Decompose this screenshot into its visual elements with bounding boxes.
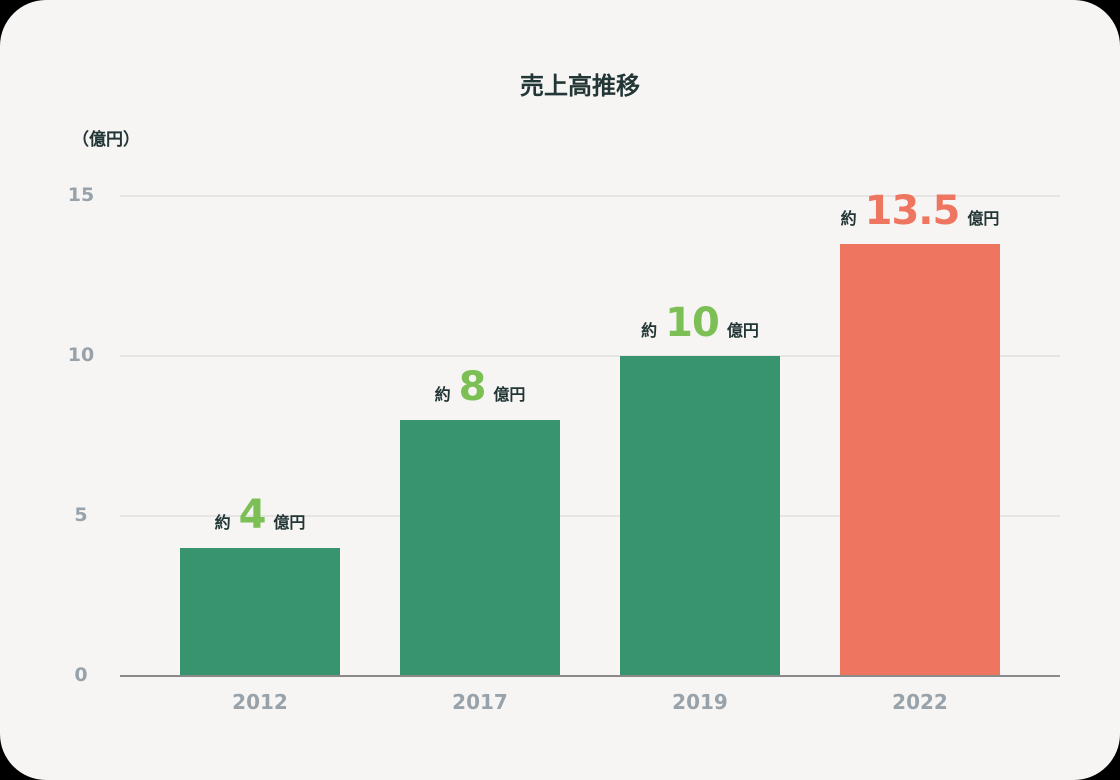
label-suffix: 億円 [493,385,526,404]
gridline-10 [120,355,1060,357]
label-suffix: 億円 [967,209,1000,228]
y-tick-5: 5 [74,504,88,526]
bar-label-2019: 約 10 億円 [590,300,810,346]
label-suffix: 億円 [273,513,306,532]
bar-label-2017: 約 8 億円 [370,364,590,410]
label-value: 4 [238,492,267,538]
x-tick-2019: 2019 [672,690,728,714]
label-value: 10 [665,300,720,346]
x-tick-2012: 2012 [232,690,288,714]
bar-label-2012: 約 4 億円 [150,492,370,538]
label-prefix: 約 [840,209,857,228]
y-tick-0: 0 [74,664,88,686]
label-value: 13.5 [864,188,961,234]
bar-label-2022: 約 13.5 億円 [810,188,1030,234]
gridline-15 [120,195,1060,197]
label-prefix: 約 [434,385,451,404]
x-tick-2017: 2017 [452,690,508,714]
label-prefix: 約 [214,513,231,532]
bar-2019 [620,356,780,676]
bar-2017 [400,420,560,676]
y-tick-15: 15 [67,184,95,206]
bar-2012 [180,548,340,676]
y-tick-10: 10 [67,344,95,366]
x-tick-2022: 2022 [892,690,948,714]
label-value: 8 [458,364,487,410]
gridline-5 [120,515,1060,517]
y-axis-unit-label: （億円） [72,130,140,150]
x-axis-line [120,675,1060,677]
label-prefix: 約 [641,321,658,340]
label-suffix: 億円 [726,321,759,340]
chart-title: 売上高推移 [520,72,640,100]
bar-2022 [840,244,1000,676]
